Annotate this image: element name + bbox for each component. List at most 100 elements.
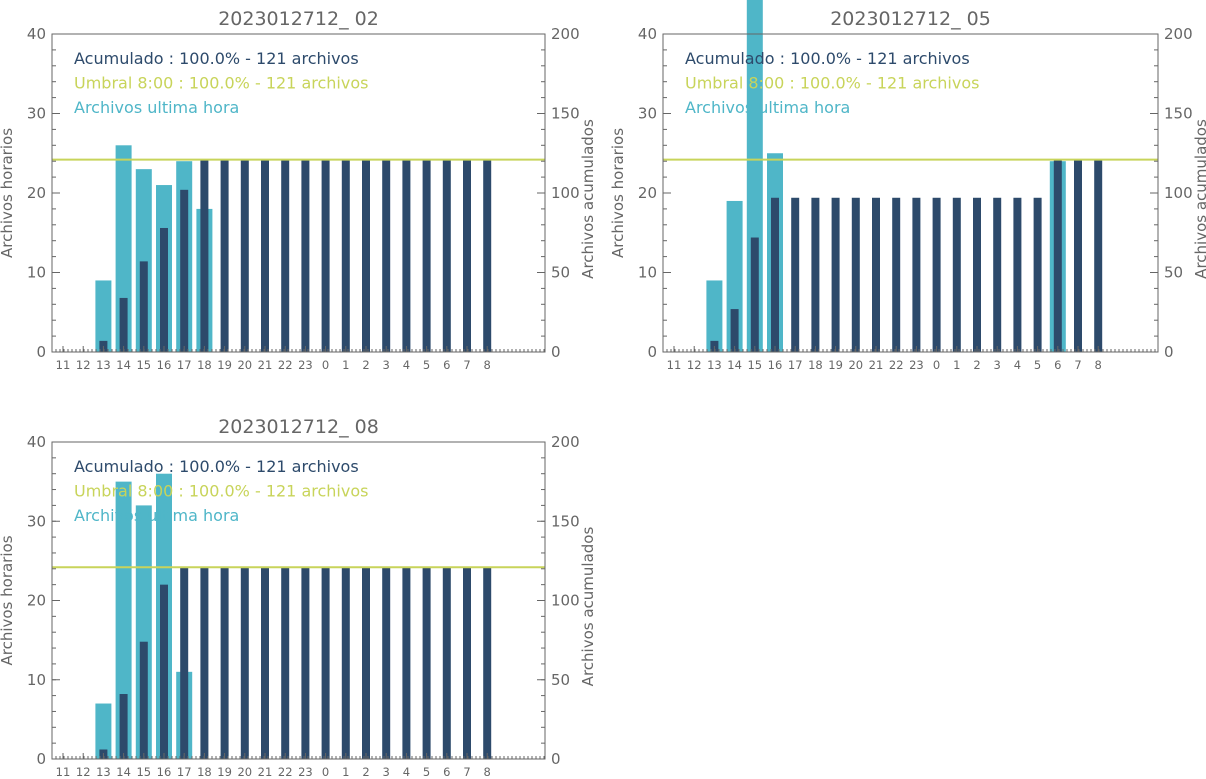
- ylabel-left: Archivos horarios: [0, 535, 16, 665]
- ytick-label-left: 30: [27, 105, 46, 123]
- accumulated-bar: [892, 197, 901, 352]
- xtick-label: 18: [197, 765, 212, 779]
- xtick-label: 16: [768, 358, 783, 372]
- ytick-label-right: 50: [1164, 264, 1183, 282]
- ylabel-right: Archivos acumulados: [579, 119, 597, 279]
- xtick-label: 18: [808, 358, 823, 372]
- xtick-label: 5: [423, 358, 430, 372]
- xtick-label: 8: [484, 358, 491, 372]
- xtick-label: 1: [342, 765, 349, 779]
- accumulated-bar: [301, 567, 310, 759]
- accumulated-bar: [281, 159, 290, 352]
- ytick-label-left: 40: [638, 25, 657, 43]
- xtick-label: 14: [116, 765, 131, 779]
- accumulated-bar: [321, 567, 330, 759]
- xtick-label: 14: [727, 358, 742, 372]
- accumulated-bar: [730, 309, 739, 352]
- accumulated-bar: [791, 197, 800, 352]
- ylabel-left: Archivos horarios: [0, 128, 16, 258]
- accumulated-bar: [382, 567, 391, 759]
- accumulated-bar: [362, 159, 370, 352]
- accumulated-bar: [750, 237, 759, 352]
- ytick-label-left: 20: [638, 184, 657, 202]
- accumulated-bar: [160, 584, 168, 759]
- accumulated-bar: [483, 159, 492, 352]
- accumulated-bar: [240, 159, 249, 352]
- accumulated-bar: [1094, 159, 1103, 352]
- accumulated-bar: [973, 197, 981, 352]
- legend-accumulated: Acumulado : 100.0% - 121 archivos: [685, 49, 970, 68]
- xtick-label: 23: [909, 358, 924, 372]
- ytick-label-left: 20: [27, 184, 46, 202]
- accumulated-bar: [200, 159, 209, 352]
- xtick-label: 17: [788, 358, 803, 372]
- xtick-label: 15: [136, 765, 151, 779]
- xtick-label: 12: [687, 358, 702, 372]
- accumulated-bar: [851, 197, 860, 352]
- ytick-label-left: 40: [27, 25, 46, 43]
- xtick-label: 2: [362, 765, 369, 779]
- xtick-label: 20: [848, 358, 863, 372]
- xtick-label: 11: [56, 358, 71, 372]
- xtick-label: 1: [953, 358, 960, 372]
- xtick-label: 0: [322, 358, 329, 372]
- accumulated-series: [99, 159, 492, 352]
- legend-hourly: Archivos ultima hora: [685, 98, 850, 117]
- accumulated-bar: [1013, 197, 1022, 352]
- xtick-label: 0: [322, 765, 329, 779]
- xtick-label: 21: [258, 765, 273, 779]
- ytick-label-left: 30: [27, 512, 46, 530]
- xtick-label: 13: [96, 358, 111, 372]
- chart-title: 2023012712_ 08: [218, 416, 379, 438]
- accumulated-bar: [872, 197, 880, 352]
- hourly-bar: [95, 280, 112, 352]
- xtick-label: 11: [56, 765, 71, 779]
- legend-threshold: Umbral 8:00 : 100.0% - 121 archivos: [685, 74, 979, 93]
- accumulated-bar: [912, 197, 921, 352]
- ytick-label-right: 150: [1164, 105, 1193, 123]
- accumulated-bar: [952, 197, 961, 352]
- accumulated-bar: [200, 567, 209, 759]
- xtick-label: 6: [443, 765, 450, 779]
- ytick-label-right: 50: [551, 264, 570, 282]
- accumulated-bar: [180, 567, 189, 759]
- accumulated-bar: [771, 197, 779, 352]
- ylabel-right: Archivos acumulados: [579, 527, 597, 687]
- xtick-label: 4: [403, 358, 410, 372]
- ytick-label-right: 200: [551, 25, 580, 43]
- accumulated-bar: [402, 567, 411, 759]
- ylabel-right: Archivos acumulados: [1192, 119, 1206, 279]
- ytick-label-right: 100: [551, 184, 580, 202]
- ytick-label-left: 0: [36, 343, 46, 361]
- legend-hourly: Archivos ultima hora: [74, 98, 239, 117]
- xtick-label: 19: [217, 358, 232, 372]
- xtick-label: 7: [463, 765, 470, 779]
- xtick-label: 16: [157, 765, 172, 779]
- accumulated-bar: [831, 197, 840, 352]
- accumulated-bar: [240, 567, 249, 759]
- accumulated-bar: [261, 567, 269, 759]
- accumulated-bar: [382, 159, 391, 352]
- xtick-label: 20: [237, 358, 252, 372]
- ytick-label-left: 40: [27, 433, 46, 451]
- accumulated-bar: [281, 567, 290, 759]
- ylabel-left: Archivos horarios: [609, 128, 627, 258]
- accumulated-bar: [402, 159, 411, 352]
- accumulated-bar: [932, 197, 941, 352]
- xtick-label: 15: [136, 358, 151, 372]
- ytick-label-left: 0: [647, 343, 657, 361]
- ytick-label-right: 150: [551, 105, 580, 123]
- accumulated-bar: [483, 567, 492, 759]
- xtick-label: 11: [667, 358, 682, 372]
- ytick-label-right: 50: [551, 671, 570, 689]
- xtick-label: 3: [994, 358, 1001, 372]
- accumulated-bar: [301, 159, 310, 352]
- ytick-label-right: 100: [551, 592, 580, 610]
- accumulated-bar: [442, 567, 451, 759]
- accumulated-bar: [1053, 159, 1062, 352]
- xtick-label: 15: [747, 358, 762, 372]
- accumulated-bar: [220, 567, 229, 759]
- legend-hourly: Archivos ultima hora: [74, 506, 239, 525]
- ytick-label-right: 150: [551, 512, 580, 530]
- xtick-label: 22: [889, 358, 904, 372]
